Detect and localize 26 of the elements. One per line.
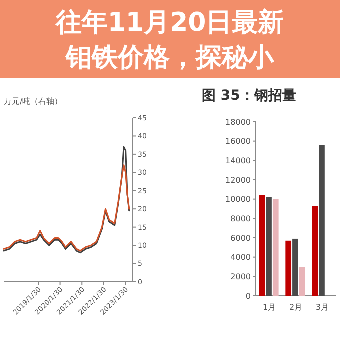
- x-tick-label: 1月: [262, 303, 276, 312]
- line-series: [3, 146, 130, 254]
- line-series: [3, 164, 130, 252]
- bar: [272, 199, 279, 296]
- y-tick-label: 4000: [230, 253, 251, 262]
- x-tick-label: 3月: [316, 303, 330, 312]
- y-tick-label: 2000: [230, 272, 251, 282]
- bar: [299, 267, 306, 296]
- y-tick-label: 10000: [226, 195, 251, 204]
- text: 往年11月20日最新钼铁价格，探秘小: [54, 8, 284, 73]
- bar: [319, 145, 325, 296]
- chart-title: 图 35：钢招量: [202, 88, 296, 104]
- y-tick-label: 14000: [226, 156, 251, 166]
- y-tick-label: 12000: [226, 176, 251, 185]
- y-tick-label: 18000: [226, 118, 251, 127]
- bar: [292, 238, 298, 296]
- bar: [266, 197, 272, 296]
- y-tick-label: 6000: [230, 234, 251, 243]
- y-tick-label: 8000: [230, 214, 251, 224]
- y-axis-title: 万元/吨（右轴）: [4, 97, 63, 106]
- y-tick-label: 16000: [226, 137, 251, 146]
- y-tick-label: 0: [246, 292, 251, 301]
- bar: [286, 240, 292, 296]
- x-tick-label: 2月: [289, 303, 303, 312]
- bar: [259, 195, 266, 296]
- bar: [312, 206, 318, 296]
